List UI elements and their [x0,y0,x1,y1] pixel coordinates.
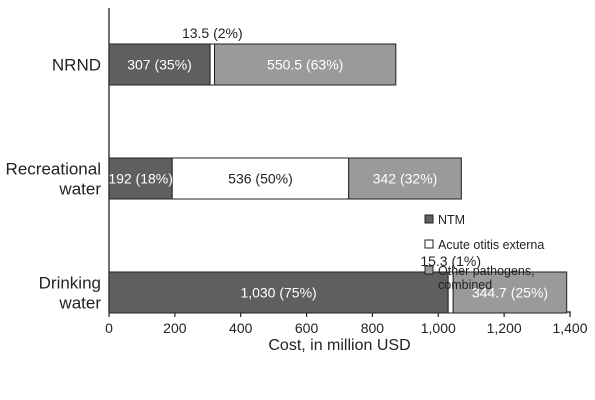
x-tick-label: 1,000 [421,320,456,336]
data-label: 550.5 (63%) [267,57,343,73]
category-label: water [58,180,101,199]
bar-segment [108,271,449,314]
bar-segment [348,157,462,200]
bar-segment [452,271,568,314]
x-tick-label: 1,200 [487,320,522,336]
bar-segment [108,43,211,86]
category-label: NRND [52,56,101,75]
legend: NTM Acute otitis externa Other pathogens,c… [424,213,544,292]
x-tick-label: 800 [361,320,385,336]
data-label: 342 (32%) [373,171,438,187]
x-tick-label: 600 [295,320,319,336]
legend-label: NTM [438,213,465,227]
legend-label: Other pathogens, [438,264,535,278]
data-label: 15.3 (1%) [420,253,481,269]
legend-swatch [424,265,434,275]
legend-swatch [424,239,434,249]
bars: 307 (35%) 13.5 (2%) 550.5 (63%) 192 (18%) 53… [108,25,568,314]
x-tick-label: 1,400 [552,320,587,336]
data-label: 307 (35%) [127,57,192,73]
bar-segment [214,43,397,86]
x-tick-label: 200 [163,320,187,336]
category-label: Recreational [6,160,101,179]
x-tick-label: 400 [229,320,253,336]
x-tick-label: 0 [105,320,113,336]
bar-segment [171,157,350,200]
data-label: 1,030 (75%) [240,285,316,301]
legend-label: Acute otitis externa [438,238,544,252]
bar-segment [209,43,216,86]
data-label: 536 (50%) [228,171,293,187]
axes: 0 200 400 600 800 1,000 1,200 1,400 NRND Recreati… [6,8,588,336]
x-axis-title: Cost, in million USD [268,337,410,354]
data-label: 13.5 (2%) [182,25,243,41]
legend-swatch [424,214,434,224]
category-label: Drinking [39,274,101,293]
bar-segment [108,157,173,200]
data-label: 192 (18%) [108,171,173,187]
legend-label: combined [438,278,492,292]
category-label: water [58,294,101,313]
data-label: 344.7 (25%) [472,285,548,301]
